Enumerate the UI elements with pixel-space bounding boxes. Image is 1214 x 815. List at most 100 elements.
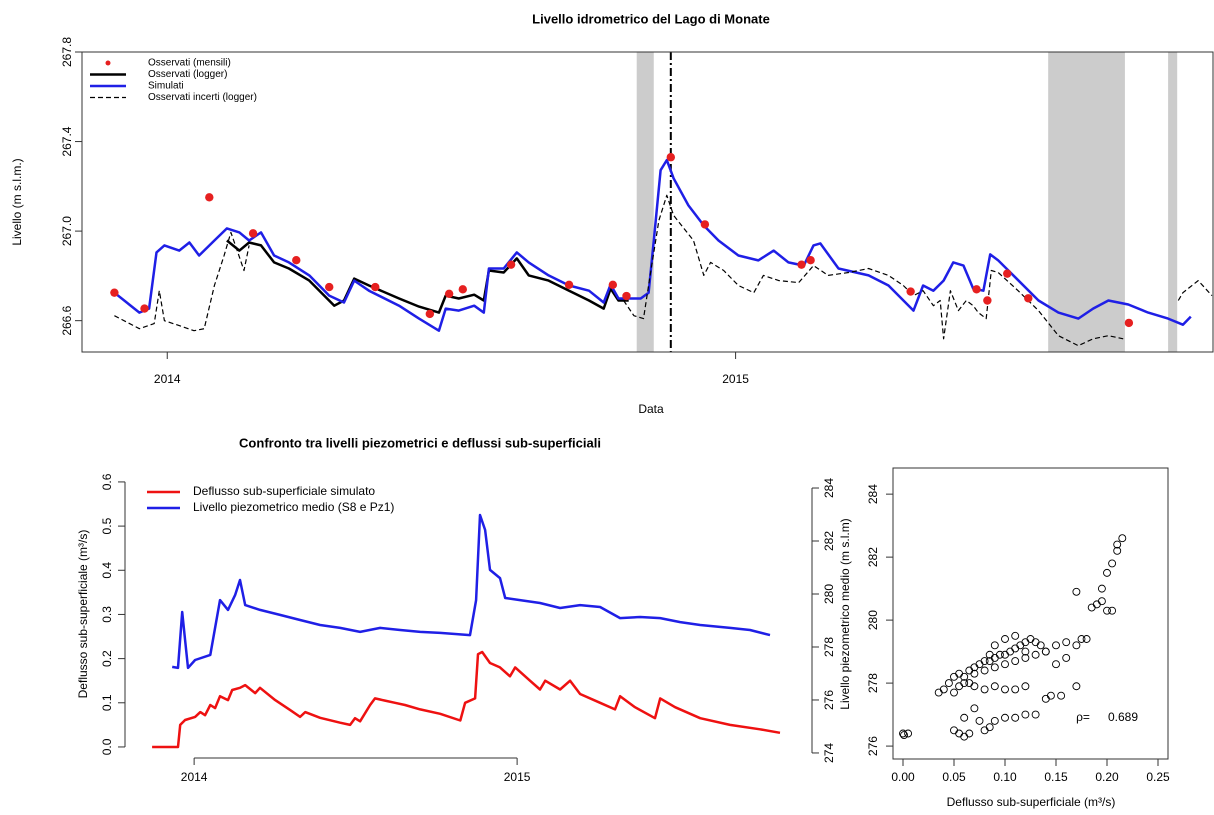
legend-label: Osservati (logger) — [148, 69, 227, 80]
data-point — [564, 280, 574, 290]
y-tick-label: 0.3 — [100, 606, 114, 623]
y-tick-label: 278 — [866, 673, 880, 693]
scatter-point — [990, 641, 999, 650]
y-tick-label: 267.0 — [60, 216, 74, 246]
data-point — [110, 288, 119, 297]
scatter-point — [980, 666, 989, 675]
scatter-point — [950, 672, 958, 681]
y2-tick-label: 282 — [822, 531, 836, 551]
series-line — [152, 650, 781, 749]
scatter-point — [1062, 638, 1071, 647]
x-axis-label: Data — [638, 402, 664, 416]
scatter-point — [955, 729, 964, 738]
data-point — [444, 289, 454, 298]
scatter-point — [1036, 641, 1045, 650]
data-point — [371, 282, 380, 292]
scatter-point — [1026, 635, 1035, 643]
scatter-point — [1021, 710, 1030, 719]
x-tick-label: 0.05 — [942, 770, 966, 784]
annotation: ρ= — [1076, 710, 1090, 724]
data-point — [983, 296, 992, 305]
scatter-point — [965, 729, 974, 738]
data-point — [608, 280, 618, 290]
scatter-point — [990, 653, 999, 662]
data-point — [1124, 318, 1134, 328]
series-line — [114, 194, 1213, 347]
legend-label: Deflusso sub-superficiale simulato — [193, 484, 375, 498]
data-point — [806, 256, 815, 265]
scatter-point — [960, 672, 969, 681]
scatter-point — [1072, 682, 1081, 691]
y2-tick-label: 276 — [822, 690, 836, 710]
legend-label: Simulati — [148, 81, 184, 92]
data-point — [622, 291, 631, 301]
y-axis-label: Livello (m s.l.m.) — [10, 158, 24, 245]
y-tick-label: 0.2 — [100, 650, 114, 667]
scatter-point — [990, 682, 999, 691]
scatter-point — [1052, 641, 1060, 650]
scatter-point — [980, 657, 989, 666]
data-point — [906, 287, 915, 296]
scatter-point — [970, 669, 979, 678]
scatter-point — [975, 660, 984, 669]
scatter-point — [900, 731, 908, 740]
scatter-point — [965, 679, 974, 688]
y2-tick-label: 278 — [822, 637, 836, 657]
scatter-point — [1011, 685, 1020, 694]
scatter-point — [1031, 638, 1040, 647]
x-axis-label: Deflusso sub-superficiale (m³/s) — [947, 795, 1116, 809]
scatter-point — [950, 688, 958, 697]
scatter-point — [980, 726, 989, 735]
scatter-point — [1108, 559, 1117, 568]
data-point — [140, 304, 149, 313]
scatter-point — [985, 650, 994, 659]
scatter-point — [1077, 635, 1086, 643]
x-tick-label: 2014 — [154, 372, 181, 386]
scatter-point — [1046, 691, 1055, 700]
scatter-point — [975, 716, 984, 725]
scatter-point — [985, 723, 994, 732]
scatter-point — [1011, 657, 1020, 666]
chart-title: Livello idrometrico del Lago di Monate — [532, 11, 770, 26]
x-tick-label: 0.10 — [993, 770, 1017, 784]
y2-tick-label: 284 — [822, 478, 836, 498]
scatter-point — [1082, 635, 1091, 643]
scatter-point — [1021, 653, 1030, 662]
x-tick-label: 0.25 — [1146, 770, 1170, 784]
annotation: 0.689 — [1108, 710, 1138, 724]
y-axis-label: Deflusso sub-superficiale (m³/s) — [76, 530, 90, 699]
scatter-point — [1072, 587, 1081, 596]
series-line — [113, 158, 1192, 332]
scatter-point — [1072, 641, 1081, 650]
x-tick-label: 0.15 — [1044, 770, 1068, 784]
y-tick-label: 266.6 — [60, 305, 74, 335]
shaded-period — [1168, 52, 1178, 352]
scatter-point — [1011, 631, 1020, 640]
scatter-point — [1103, 606, 1111, 615]
legend-label: Osservati (mensili) — [148, 58, 231, 69]
scatter-point — [1108, 606, 1117, 615]
series-line — [171, 513, 771, 670]
data-point — [425, 309, 435, 319]
scatter-point — [965, 666, 974, 675]
scatter-point — [1011, 644, 1020, 653]
scatter-point — [1021, 638, 1030, 647]
scatter-point — [980, 685, 989, 694]
data-point — [1003, 269, 1012, 278]
scatter-point — [1031, 650, 1040, 659]
y-tick-label: 267.4 — [60, 126, 74, 156]
scatter-point — [1021, 682, 1030, 691]
scatter-point — [960, 713, 969, 722]
scatter-point — [995, 650, 1004, 659]
plot-frame — [81, 51, 1214, 353]
scatter-point — [1016, 641, 1025, 650]
y-tick-label: 282 — [866, 547, 880, 567]
scatter-point — [939, 685, 948, 694]
data-point — [972, 285, 981, 294]
scatter-point — [1001, 713, 1009, 722]
scatter-point — [1103, 568, 1111, 577]
y-tick-label: 0.6 — [100, 473, 114, 490]
data-point — [292, 256, 301, 265]
y-tick-label: 267.8 — [60, 37, 74, 67]
scatter-point — [1031, 710, 1040, 719]
